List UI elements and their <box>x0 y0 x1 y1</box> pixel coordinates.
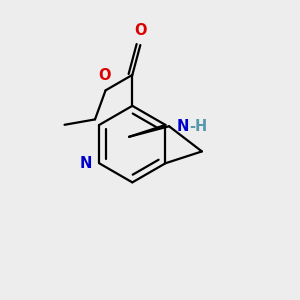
Text: N: N <box>176 119 189 134</box>
Text: O: O <box>134 23 147 38</box>
Text: O: O <box>98 68 110 83</box>
Text: N: N <box>80 156 92 171</box>
Text: -H: -H <box>190 119 208 134</box>
